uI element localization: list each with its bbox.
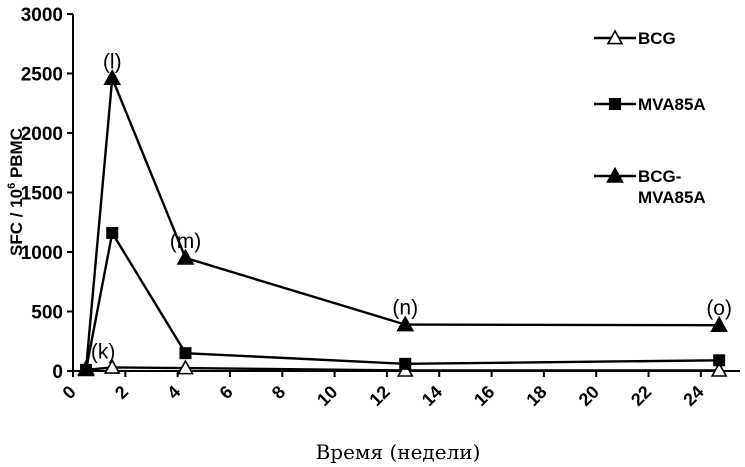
y-tick-label: 1000 bbox=[21, 243, 63, 264]
point-annotation: (k) bbox=[91, 341, 116, 364]
y-axis-label-main: SFC / 10 bbox=[7, 189, 26, 256]
legend-marker bbox=[609, 98, 621, 110]
x-axis-label: Время (недели) bbox=[316, 440, 481, 464]
data-point bbox=[399, 358, 411, 370]
legend-item: BCG bbox=[594, 29, 676, 48]
data-point bbox=[106, 227, 118, 239]
legend-item: MVA85A bbox=[594, 95, 706, 114]
x-tick-label: 8 bbox=[268, 382, 289, 403]
point-annotation: (o) bbox=[706, 297, 732, 320]
x-tick-label: 24 bbox=[679, 382, 707, 410]
x-tick-label: 16 bbox=[470, 382, 498, 410]
legend-label: MVA85A bbox=[638, 188, 706, 207]
annotations-layer: (k) (l) (m) (n) (o) bbox=[91, 50, 732, 363]
y-tick-label: 2500 bbox=[21, 65, 63, 86]
series-layer bbox=[79, 71, 727, 376]
point-annotation: (l) bbox=[103, 50, 122, 73]
legend-label: BCG bbox=[638, 29, 676, 48]
x-tick-label: 20 bbox=[575, 382, 603, 410]
legend-label: MVA85A bbox=[638, 95, 706, 114]
x-tick-label: 22 bbox=[627, 382, 655, 410]
legend-label: BCG- bbox=[638, 167, 681, 186]
y-tick-label: 1500 bbox=[21, 184, 63, 205]
point-annotation: (n) bbox=[392, 297, 418, 320]
legend: BCG MVA85A BCG- MVA85A bbox=[594, 29, 706, 207]
y-tick-label: 3000 bbox=[21, 5, 63, 26]
data-point bbox=[713, 354, 725, 366]
x-tick-label: 6 bbox=[216, 382, 237, 403]
x-tick-label: 0 bbox=[59, 382, 80, 403]
y-tick-label: 500 bbox=[31, 303, 63, 324]
y-axis-label-suffix: PBMC bbox=[7, 128, 26, 183]
y-axis-label: SFC / 106 PBMC bbox=[6, 128, 26, 256]
series-bcg-mva85a bbox=[79, 71, 727, 375]
y-ticks: 0 500 1000 1500 2000 2500 3000 bbox=[21, 5, 73, 383]
x-ticks: 024681012141618202224 bbox=[59, 371, 708, 410]
x-tick-label: 10 bbox=[313, 382, 341, 410]
legend-item: BCG- MVA85A bbox=[594, 167, 706, 207]
x-tick-label: 18 bbox=[522, 382, 550, 410]
point-annotation: (m) bbox=[170, 230, 201, 253]
y-tick-label: 0 bbox=[52, 362, 63, 383]
x-tick-label: 2 bbox=[111, 382, 132, 403]
x-tick-label: 12 bbox=[365, 382, 393, 410]
x-tick-label: 4 bbox=[163, 382, 184, 403]
y-tick-label: 2000 bbox=[21, 124, 63, 145]
x-tick-label: 14 bbox=[418, 382, 446, 410]
data-point bbox=[179, 347, 191, 359]
